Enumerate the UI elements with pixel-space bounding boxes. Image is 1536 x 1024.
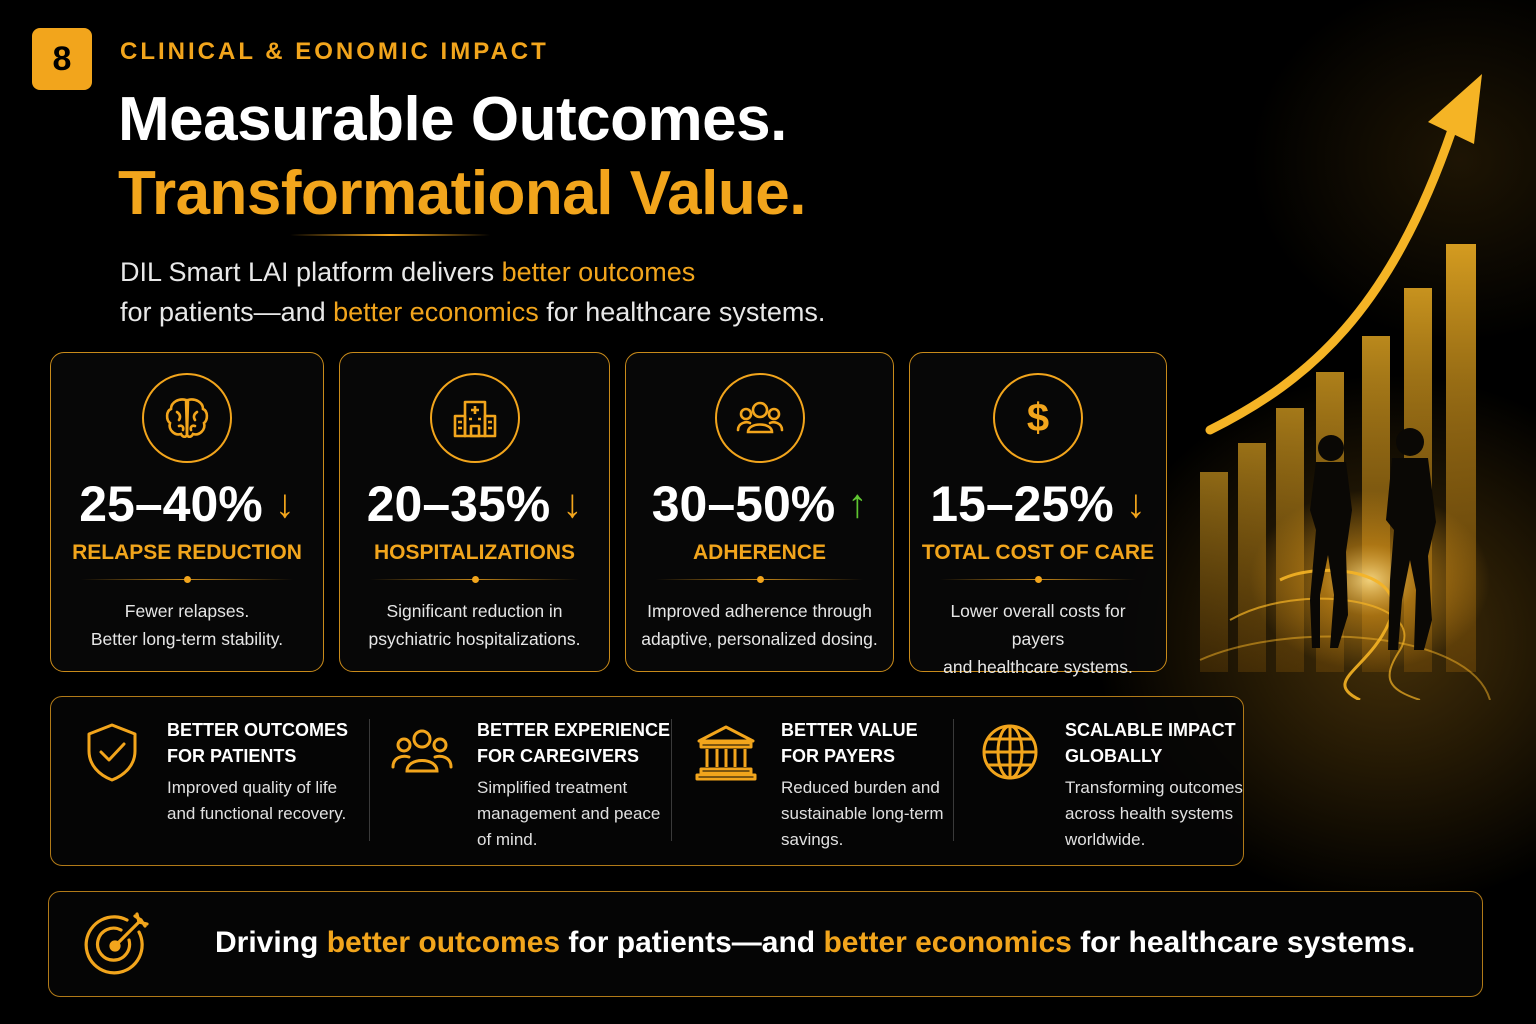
arrow-down-icon: ↓ xyxy=(1125,481,1146,526)
stat-label: RELAPSE REDUCTION xyxy=(72,541,302,564)
people-icon xyxy=(714,373,805,463)
stat-value: 25–40% xyxy=(79,476,263,532)
globe-icon xyxy=(982,724,1038,780)
stat-label: ADHERENCE xyxy=(692,541,826,564)
arrow-down-icon: ↓ xyxy=(562,481,583,526)
stat-value: 30–50% xyxy=(651,476,836,532)
benefit-description: Simplified treatment management and peace… xyxy=(477,778,661,849)
benefit-global: SCALABLE IMPACT GLOBALLY Transforming out… xyxy=(949,697,1243,867)
benefit-title: BETTER OUTCOMES FOR PATIENTS xyxy=(167,720,349,766)
stat-card-relapse: 25–40% ↓ RELAPSE REDUCTION Fewer relapse… xyxy=(50,352,324,672)
stat-card-adherence: 30–50% ↑ ADHERENCE Improved adherence th… xyxy=(625,352,894,672)
benefit-title: BETTER EXPERIENCE FOR CAREGIVERS xyxy=(477,720,671,766)
caregivers-icon xyxy=(391,729,453,773)
stat-value: 15–25% xyxy=(930,476,1114,532)
walking-couple-silhouette xyxy=(1310,428,1436,650)
title-divider xyxy=(290,234,490,236)
benefits-panel: BETTER OUTCOMES FOR PATIENTS Improved qua… xyxy=(50,696,1244,866)
stat-card-total-cost: $ 15–25% ↓ TOTAL COST OF CARE Lower over… xyxy=(909,352,1167,677)
benefit-patients: BETTER OUTCOMES FOR PATIENTS Improved qua… xyxy=(51,697,369,867)
footer-highlight-outcomes: better outcomes xyxy=(326,926,561,959)
growth-illustration xyxy=(1199,74,1491,700)
stat-value: 20–35% xyxy=(366,476,551,532)
target-icon xyxy=(84,912,149,975)
stat-label: TOTAL COST OF CARE xyxy=(921,541,1155,564)
dollar-icon: $ xyxy=(993,373,1083,463)
benefit-description: Improved quality of life and functional r… xyxy=(167,778,347,823)
stat-description: Significant reduction in psychiatric hosp… xyxy=(368,601,581,649)
growth-arrow-icon xyxy=(1205,74,1482,435)
intro-text: DIL Smart LAI platform delivers better o… xyxy=(120,257,826,327)
footer-banner: Driving better outcomes for patients—and… xyxy=(48,891,1483,997)
footer-message: Driving better outcomes for patients—and… xyxy=(215,926,1416,959)
benefit-title: BETTER VALUE FOR PAYERS xyxy=(781,720,918,766)
benefit-caregivers: BETTER EXPERIENCE FOR CAREGIVERS Simplifi… xyxy=(361,697,671,867)
intro-highlight-outcomes: better outcomes xyxy=(501,257,696,287)
svg-text:$: $ xyxy=(1027,396,1049,440)
benefit-description: Transforming outcomes across health syste… xyxy=(1065,778,1243,849)
stat-description: Fewer relapses. Better long-term stabilit… xyxy=(90,601,284,649)
hospital-icon xyxy=(429,373,520,463)
stat-label: HOSPITALIZATIONS xyxy=(373,541,576,564)
section-kicker: CLINICAL & EONOMIC IMPACT xyxy=(120,38,549,65)
benefit-title: SCALABLE IMPACT GLOBALLY xyxy=(1065,720,1236,766)
bank-icon xyxy=(695,725,757,781)
arrow-down-icon: ↓ xyxy=(274,481,295,526)
page-title-line1: Measurable Outcomes. xyxy=(118,85,787,154)
arrow-up-icon: ↑ xyxy=(847,481,868,526)
intro-highlight-economics: better economics xyxy=(333,297,539,327)
page-title-line2: Transformational Value. xyxy=(118,159,806,228)
brain-icon xyxy=(142,373,232,463)
shield-check-icon xyxy=(87,723,137,782)
footer-highlight-economics: better economics xyxy=(823,926,1072,959)
stat-description: Lower overall costs for payers and health… xyxy=(943,601,1133,677)
stat-card-hospitalizations: 20–35% ↓ HOSPITALIZATIONS Significant re… xyxy=(339,352,610,672)
stat-description: Improved adherence through adaptive, pers… xyxy=(641,601,878,649)
benefit-payers: BETTER VALUE FOR PAYERS Reduced burden an… xyxy=(665,697,955,867)
section-number-badge: 8 xyxy=(32,28,92,90)
benefit-description: Reduced burden and sustainable long-term s… xyxy=(781,778,944,849)
